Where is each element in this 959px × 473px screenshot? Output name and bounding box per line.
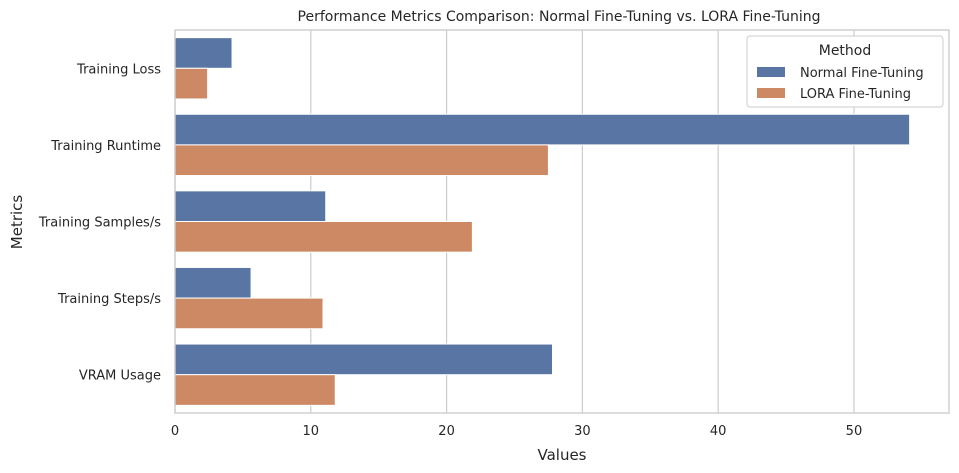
y-axis-label: Metrics (8, 195, 26, 250)
y-tick-label: Training Runtime (50, 139, 161, 154)
legend-title: Method (819, 43, 872, 59)
bars (174, 37, 911, 406)
y-tick-label: Training Steps/s (57, 292, 161, 307)
bar-normal-1 (174, 113, 911, 146)
x-tick-label: 20 (438, 424, 455, 439)
legend-swatch-normal (757, 67, 785, 77)
legend-label-normal: Normal Fine-Tuning (800, 66, 924, 81)
plot-frame (174, 29, 950, 414)
bar-normal-3 (174, 266, 252, 299)
bar-lora-0 (174, 67, 209, 100)
x-tick-label: 40 (710, 424, 727, 439)
y-tick-label: VRAM Usage (79, 369, 161, 384)
x-tick-label: 0 (171, 424, 179, 439)
bar-lora-1 (174, 144, 549, 177)
bar-lora-4 (174, 374, 336, 406)
y-tick-label: Training Samples/s (38, 216, 161, 231)
legend-swatch-lora (757, 88, 785, 98)
x-tick-labels: 0 10 20 30 40 50 (171, 424, 862, 439)
x-tick-label: 30 (574, 424, 591, 439)
x-tick-label: 50 (846, 424, 863, 439)
legend-box (746, 35, 944, 108)
bar-lora-3 (174, 297, 324, 330)
legend-label-lora: LORA Fine-Tuning (800, 87, 911, 102)
x-tick-label: 10 (303, 424, 320, 439)
y-tick-labels: Training Loss Training Runtime Training Sa… (38, 62, 161, 383)
x-axis-label: Values (537, 446, 586, 464)
bar-normal-0 (174, 37, 233, 69)
bar-normal-2 (174, 190, 327, 222)
y-tick-label: Training Loss (76, 62, 161, 77)
legend: Method Normal Fine-Tuning LORA Fine-Tuni… (746, 35, 944, 108)
chart-title: Performance Metrics Comparison: Normal F… (298, 9, 821, 25)
bar-lora-2 (174, 221, 473, 253)
bar-normal-4 (174, 343, 553, 376)
